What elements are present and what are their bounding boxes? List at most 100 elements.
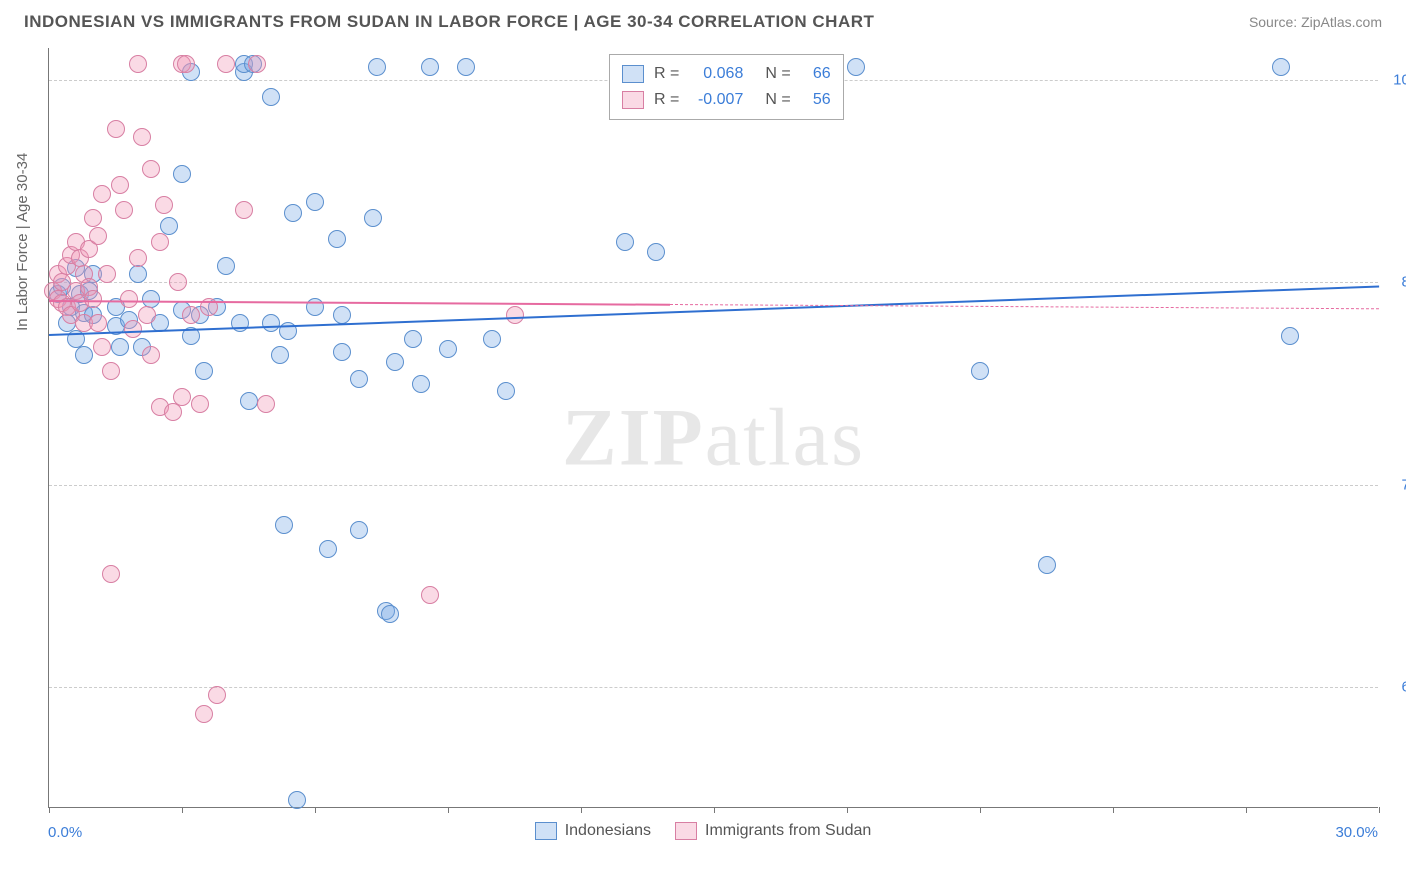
- data-point-sudan: [129, 249, 147, 267]
- data-point-sudan: [107, 120, 125, 138]
- series-legend-item-sudan: Immigrants from Sudan: [675, 822, 871, 840]
- data-point-indonesians: [111, 338, 129, 356]
- legend-r-value: -0.007: [689, 91, 743, 109]
- y-tick-label: 87.5%: [1384, 274, 1406, 291]
- data-point-indonesians: [333, 306, 351, 324]
- data-point-sudan: [84, 290, 102, 308]
- data-point-indonesians: [439, 340, 457, 358]
- data-point-sudan: [142, 346, 160, 364]
- data-point-sudan: [89, 227, 107, 245]
- data-point-sudan: [89, 314, 107, 332]
- data-point-sudan: [208, 686, 226, 704]
- data-point-sudan: [98, 265, 116, 283]
- legend-n-value: 66: [801, 65, 831, 83]
- data-point-sudan: [115, 201, 133, 219]
- legend-row-sudan: R = -0.007 N = 56: [622, 87, 831, 113]
- chart-plot-area: 62.5%75.0%87.5%100.0% ZIPatlas R =0.068N…: [48, 48, 1378, 808]
- x-tick: [49, 807, 50, 813]
- x-tick: [980, 807, 981, 813]
- series-legend-label: Indonesians: [565, 822, 651, 840]
- legend-swatch: [622, 65, 644, 83]
- y-tick-label: 100.0%: [1384, 72, 1406, 89]
- data-point-sudan: [191, 395, 209, 413]
- legend-r-value: 0.068: [689, 65, 743, 83]
- data-point-sudan: [421, 586, 439, 604]
- x-tick: [847, 807, 848, 813]
- data-point-sudan: [120, 290, 138, 308]
- legend-r-label: R =: [654, 65, 679, 83]
- data-point-indonesians: [271, 346, 289, 364]
- gridline: [49, 282, 1378, 283]
- x-tick: [1246, 807, 1247, 813]
- data-point-sudan: [93, 185, 111, 203]
- data-point-indonesians: [240, 392, 258, 410]
- legend-r-label: R =: [654, 91, 679, 109]
- data-point-indonesians: [306, 193, 324, 211]
- x-tick: [182, 807, 183, 813]
- data-point-indonesians: [350, 521, 368, 539]
- data-point-indonesians: [262, 88, 280, 106]
- trend-line: [49, 300, 670, 306]
- trend-line: [49, 286, 1379, 337]
- data-point-indonesians: [1281, 327, 1299, 345]
- data-point-sudan: [235, 201, 253, 219]
- data-point-sudan: [169, 273, 187, 291]
- data-point-sudan: [102, 362, 120, 380]
- data-point-indonesians: [217, 257, 235, 275]
- data-point-sudan: [182, 306, 200, 324]
- data-point-indonesians: [306, 298, 324, 316]
- data-point-indonesians: [421, 58, 439, 76]
- data-point-indonesians: [404, 330, 422, 348]
- data-point-indonesians: [1272, 58, 1290, 76]
- data-point-indonesians: [328, 230, 346, 248]
- legend-row-indonesians: R = 0.068 N = 66: [622, 61, 831, 87]
- data-point-indonesians: [350, 370, 368, 388]
- data-point-indonesians: [971, 362, 989, 380]
- data-point-indonesians: [1038, 556, 1056, 574]
- data-point-sudan: [138, 306, 156, 324]
- data-point-sudan: [102, 565, 120, 583]
- correlation-legend: R = 0.068 N = 66 R = -0.007 N = 56: [609, 54, 844, 120]
- data-point-sudan: [124, 320, 142, 338]
- legend-n-value: 56: [801, 91, 831, 109]
- data-point-sudan: [248, 55, 266, 73]
- data-point-indonesians: [319, 540, 337, 558]
- data-point-sudan: [133, 128, 151, 146]
- data-point-indonesians: [364, 209, 382, 227]
- data-point-sudan: [111, 176, 129, 194]
- x-tick: [1379, 807, 1380, 813]
- data-point-sudan: [177, 55, 195, 73]
- data-point-indonesians: [412, 375, 430, 393]
- chart-title: INDONESIAN VS IMMIGRANTS FROM SUDAN IN L…: [24, 12, 874, 32]
- data-point-indonesians: [381, 605, 399, 623]
- data-point-indonesians: [647, 243, 665, 261]
- data-point-indonesians: [497, 382, 515, 400]
- data-point-sudan: [93, 338, 111, 356]
- y-tick-label: 62.5%: [1384, 678, 1406, 695]
- data-point-indonesians: [616, 233, 634, 251]
- data-point-indonesians: [288, 791, 306, 809]
- data-point-sudan: [142, 160, 160, 178]
- data-point-indonesians: [129, 265, 147, 283]
- gridline: [49, 485, 1378, 486]
- y-axis-title: In Labor Force | Age 30-34: [14, 153, 31, 331]
- data-point-indonesians: [847, 58, 865, 76]
- gridline: [49, 687, 1378, 688]
- series-legend-item-indonesians: Indonesians: [535, 822, 651, 840]
- x-tick: [448, 807, 449, 813]
- x-tick: [315, 807, 316, 813]
- data-point-sudan: [195, 705, 213, 723]
- data-point-indonesians: [333, 343, 351, 361]
- data-point-indonesians: [195, 362, 213, 380]
- legend-swatch: [675, 822, 697, 840]
- data-point-sudan: [173, 388, 191, 406]
- data-point-indonesians: [160, 217, 178, 235]
- legend-n-label: N =: [765, 91, 790, 109]
- data-point-indonesians: [75, 346, 93, 364]
- data-point-sudan: [257, 395, 275, 413]
- series-legend: Indonesians Immigrants from Sudan: [0, 822, 1406, 840]
- legend-n-label: N =: [765, 65, 790, 83]
- data-point-sudan: [151, 233, 169, 251]
- data-point-sudan: [155, 196, 173, 214]
- data-point-sudan: [129, 55, 147, 73]
